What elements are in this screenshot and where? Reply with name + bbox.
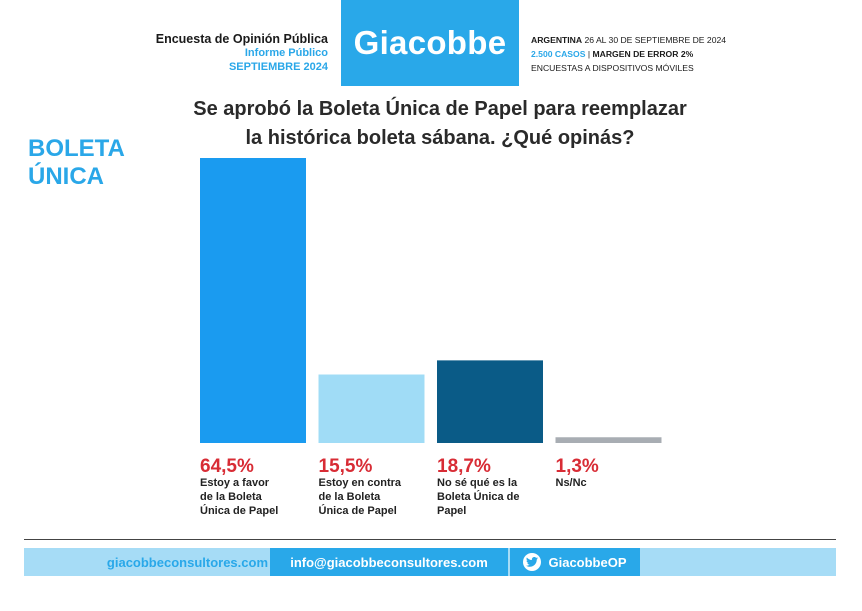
email-link[interactable]: info@giacobbeconsultores.com [270, 548, 508, 576]
survey-method: ENCUESTAS A DISPOSITIVOS MÓVILES [531, 63, 694, 73]
question-line-1: Se aprobó la Boleta Única de Papel para … [193, 98, 687, 120]
category-label-line: No sé qué es la [437, 477, 518, 489]
section-title-line-2: ÚNICA [28, 163, 104, 190]
report-date: SEPTIEMBRE 2024 [228, 61, 328, 73]
category-label-line: Ns/Nc [555, 477, 587, 489]
category-label-4: Ns/Nc [556, 476, 664, 490]
country: ARGENTINA [531, 35, 583, 45]
case-count: 2.500 CASOS [531, 49, 586, 59]
error-margin: MARGEN DE ERROR 2% [592, 49, 694, 59]
survey-details: ARGENTINA 26 AL 30 DE SEPTIEMBRE DE 2024… [531, 33, 726, 75]
bar-1 [200, 158, 306, 443]
survey-title: Encuesta de Opinión Pública [155, 32, 328, 46]
website-link[interactable]: giacobbeconsultores.com [106, 554, 268, 570]
category-label-1: Estoy a favor de la Boleta Única de Papel [200, 476, 308, 518]
category-label-line: Estoy a favor [200, 477, 270, 489]
category-label-line: Única de Papel [200, 505, 279, 517]
value-label-4: 1,3% [556, 456, 599, 477]
footer-divider [24, 539, 836, 540]
value-label-2: 15,5% [319, 456, 373, 477]
category-label-line: de la Boleta [200, 491, 262, 503]
survey-dates: 26 AL 30 DE SEPTIEMBRE DE 2024 [582, 35, 727, 45]
category-label-3: No sé qué es la Boleta Única de Papel [437, 476, 545, 518]
survey-info: Encuesta de Opinión Pública Informe Públ… [156, 32, 328, 74]
report-type: Informe Público [244, 47, 328, 59]
category-label-line: de la Boleta [318, 491, 381, 503]
bar-4 [555, 437, 662, 443]
section-title-line-1: BOLETA [28, 135, 125, 162]
separator: | [585, 49, 593, 59]
value-label-1: 64,5% [200, 456, 254, 477]
question-line-2: la histórica boleta sábana. ¿Qué opinás? [245, 127, 635, 149]
bar-2 [318, 374, 425, 443]
category-label-line: Boleta Única de [437, 491, 520, 503]
brand-logo: Giacobbe [341, 0, 519, 86]
value-label-3: 18,7% [437, 456, 491, 477]
question-title: Se aprobó la Boleta Única de Papel para … [140, 95, 740, 153]
category-label-2: Estoy en contra de la Boleta Única de Pape… [319, 476, 427, 518]
bar-3 [437, 360, 543, 443]
twitter-bird-icon [523, 553, 542, 571]
section-title: BOLETA ÚNICA [28, 135, 125, 191]
twitter-handle: GiacobbeOP [548, 554, 627, 570]
category-label-line: Papel [437, 505, 467, 517]
category-label-line: Estoy en contra [318, 477, 402, 489]
category-label-line: Única de Papel [318, 505, 397, 517]
twitter-link[interactable]: GiacobbeOP [510, 548, 640, 576]
